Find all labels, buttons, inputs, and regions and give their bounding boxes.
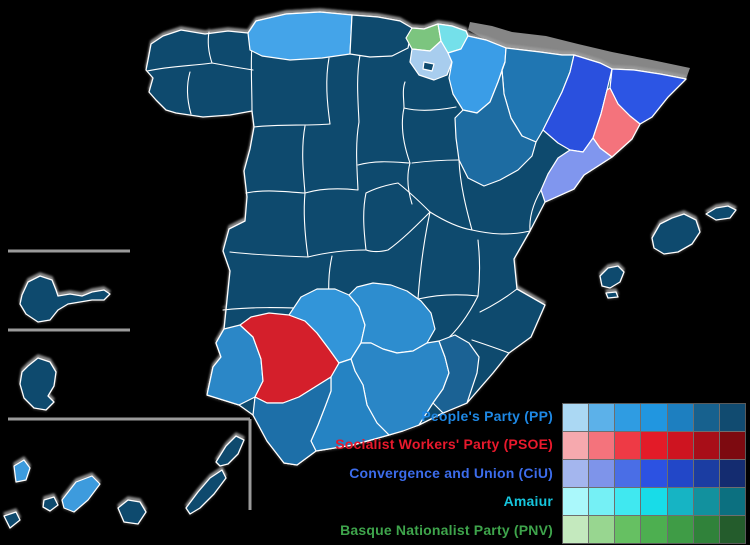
legend-swatch: [563, 488, 589, 515]
legend-swatch: [589, 432, 615, 459]
legend-swatch: [719, 460, 745, 487]
island-ibiza: [599, 265, 625, 289]
legend-swatch: [641, 432, 667, 459]
island-gran-canaria: [117, 499, 147, 525]
legend-swatch: [693, 516, 719, 543]
legend-swatch: [693, 432, 719, 459]
legend-swatch: [589, 404, 615, 431]
legend-swatch: [589, 488, 615, 515]
legend-label-pnv: Basque Nationalist Party (PNV): [340, 521, 553, 538]
legend-swatch: [563, 516, 589, 543]
legend-swatch-grid: [562, 403, 746, 544]
legend-swatch: [667, 460, 693, 487]
legend-swatch: [667, 488, 693, 515]
inset-frame-lines: [8, 249, 252, 510]
legend-swatch: [667, 404, 693, 431]
legend-swatch: [693, 460, 719, 487]
island-mallorca: [651, 213, 701, 255]
province-asturias: [247, 11, 353, 61]
island-el-hierro: [3, 511, 21, 529]
island-tenerife: [61, 475, 101, 513]
legend-label-amaiur: Amaiur: [503, 493, 553, 510]
legend-label-psoe: Socialist Workers' Party (PSOE): [335, 436, 553, 453]
legend-swatch: [641, 488, 667, 515]
legend-swatch: [589, 460, 615, 487]
legend-swatch: [615, 488, 641, 515]
legend-swatch: [563, 460, 589, 487]
province-almeria: [432, 334, 480, 414]
legend-swatch: [693, 488, 719, 515]
province-overlays: [13, 11, 687, 513]
legend-swatch: [719, 432, 745, 459]
ceuta-inset-shape: [19, 275, 111, 323]
legend-swatch: [589, 516, 615, 543]
island-menorca: [705, 205, 737, 221]
island-la-gomera: [42, 496, 59, 512]
legend-swatch: [719, 488, 745, 515]
legend-swatch-row-amaiur: [563, 488, 745, 515]
legend-label-pp: People's Party (PP): [421, 408, 553, 424]
island-la-palma: [13, 459, 31, 483]
legend-swatch-row-pp: [563, 404, 745, 431]
province-tarragona: [540, 137, 613, 203]
legend-swatch: [563, 432, 589, 459]
legend-labels: People's Party (PP) Socialist Workers' P…: [0, 402, 553, 544]
legend-swatch: [719, 404, 745, 431]
province-araba: [409, 40, 453, 81]
melilla-inset-shape: [19, 357, 57, 411]
legend-swatch: [563, 404, 589, 431]
trevino-enclave-overlay: [422, 61, 435, 72]
legend-swatch: [667, 432, 693, 459]
island-fuerteventura: [185, 469, 227, 515]
legend-swatch: [719, 516, 745, 543]
land-group: [3, 11, 737, 529]
legend-swatch: [641, 404, 667, 431]
france-strip: [468, 22, 690, 79]
legend-swatch: [641, 516, 667, 543]
island-formentera: [605, 291, 619, 299]
legend-swatch: [693, 404, 719, 431]
island-lanzarote: [215, 435, 245, 467]
province-zaragoza: [454, 61, 537, 187]
legend-swatch: [615, 516, 641, 543]
legend-swatch-row-ciu: [563, 460, 745, 487]
legend-swatch-row-pnv: [563, 516, 745, 543]
legend-swatch: [641, 460, 667, 487]
legend-swatch: [615, 460, 641, 487]
legend-swatch: [615, 404, 641, 431]
legend-swatch: [667, 516, 693, 543]
legend-swatch: [615, 432, 641, 459]
legend-label-ciu: Convergence and Union (CiU): [349, 464, 553, 481]
legend-swatch-row-psoe: [563, 432, 745, 459]
province-cadiz: [252, 376, 332, 466]
province-cantabria: [349, 14, 413, 58]
